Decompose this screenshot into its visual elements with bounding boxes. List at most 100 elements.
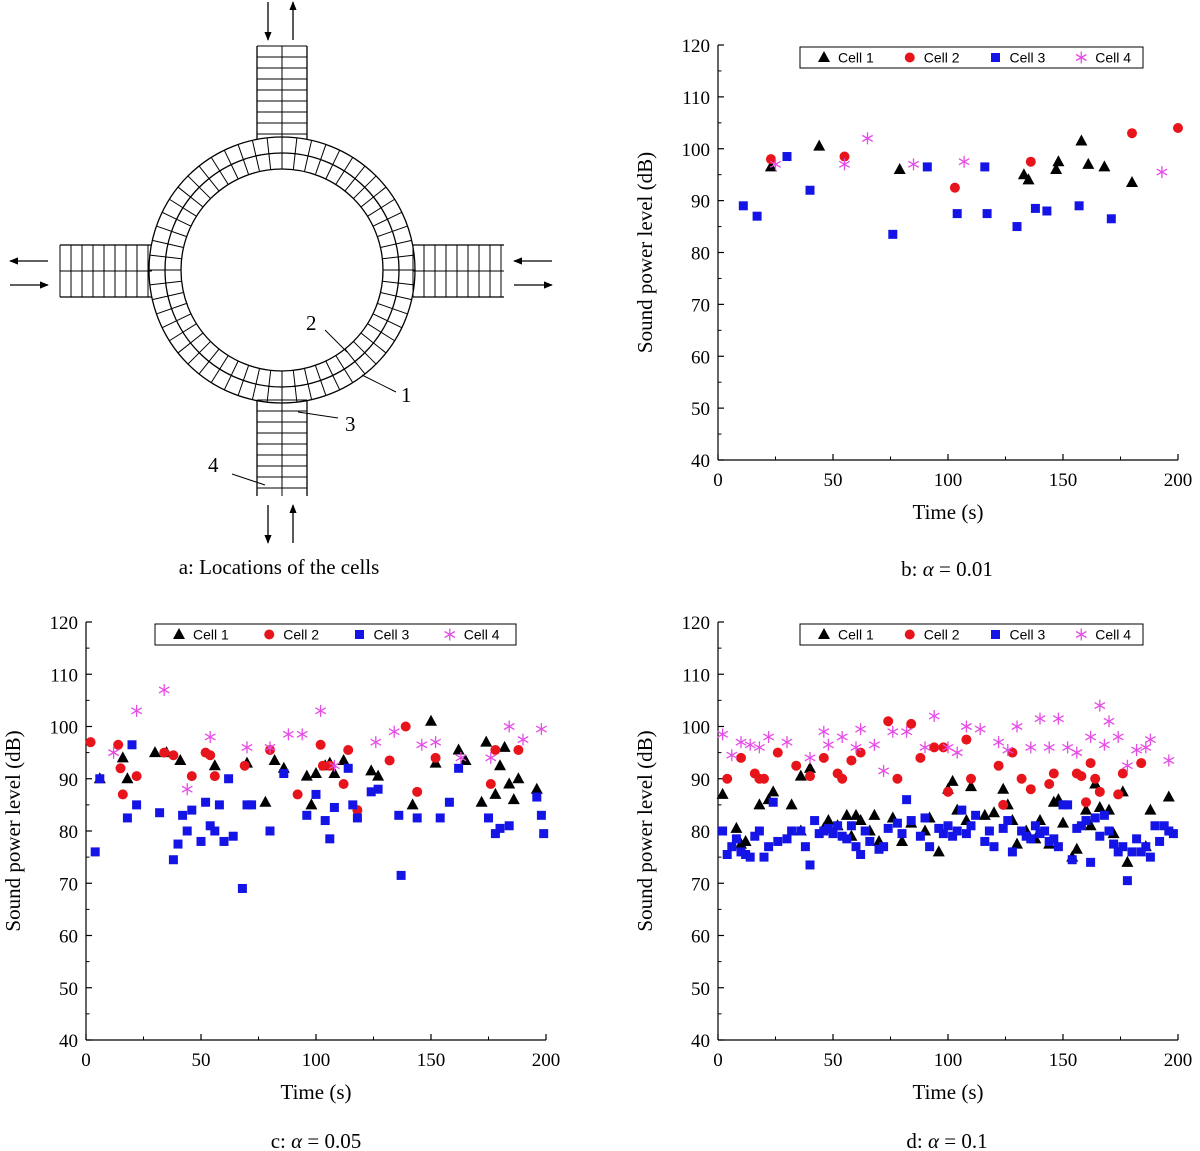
data-point <box>108 746 120 759</box>
data-point <box>1090 773 1101 784</box>
cell-label-4: 4 <box>208 453 219 477</box>
data-point <box>117 789 128 800</box>
data-point <box>1040 826 1050 836</box>
data-point <box>934 823 944 833</box>
data-point <box>507 793 520 805</box>
x-tick-label: 200 <box>1164 1050 1193 1071</box>
data-point <box>452 743 465 755</box>
series-cell-2 <box>722 716 1147 810</box>
data-point <box>178 810 188 820</box>
y-tick-label: 100 <box>682 718 711 739</box>
data-point <box>365 764 378 776</box>
data-point <box>498 740 511 752</box>
data-point <box>883 823 893 833</box>
data-point <box>752 211 762 221</box>
data-point <box>915 831 925 841</box>
data-point <box>980 162 990 172</box>
data-point <box>731 834 741 844</box>
data-point <box>943 786 953 797</box>
series-cell-3 <box>738 152 1116 239</box>
approach-roads <box>59 45 504 496</box>
data-point <box>1044 836 1054 846</box>
y-tick-label: 80 <box>691 822 710 843</box>
y-tick-label: 110 <box>682 665 710 686</box>
data-point <box>1075 134 1088 146</box>
data-point <box>805 185 815 195</box>
data-point <box>517 733 529 746</box>
data-point <box>300 769 313 781</box>
data-point <box>174 753 187 765</box>
data-point <box>400 721 411 732</box>
data-point <box>892 773 903 784</box>
data-point <box>1011 837 1023 849</box>
data-point <box>388 725 400 738</box>
cell-leader-lines <box>231 329 397 486</box>
data-point <box>1016 773 1027 784</box>
data-point <box>370 736 382 749</box>
data-point <box>946 774 959 786</box>
data-point <box>1103 715 1115 728</box>
data-point <box>804 761 816 773</box>
y-tick-label: 90 <box>691 770 710 791</box>
data-point <box>210 826 220 836</box>
data-point <box>242 800 252 810</box>
data-point <box>532 792 542 802</box>
x-tick-label: 0 <box>81 1050 91 1071</box>
data-point <box>494 759 506 771</box>
cell-number-labels: 1 2 3 4 <box>208 311 412 477</box>
data-point <box>791 760 802 771</box>
data-point <box>90 847 100 857</box>
cell-label-2: 2 <box>306 311 317 335</box>
y-tick-label: 60 <box>691 347 710 368</box>
caption-a: a: Locations of the cells <box>179 555 380 579</box>
data-point <box>974 723 986 736</box>
y-tick-label: 120 <box>682 36 711 57</box>
data-point <box>475 795 488 807</box>
x-tick-label: 50 <box>824 470 843 491</box>
data-point <box>1140 741 1152 754</box>
data-point <box>1044 778 1055 789</box>
data-point <box>348 800 358 810</box>
data-point <box>1112 730 1124 743</box>
data-point <box>856 850 866 860</box>
data-point <box>727 842 737 852</box>
data-point <box>787 826 797 836</box>
data-point <box>998 823 1008 833</box>
legend-marker <box>444 628 456 641</box>
data-point <box>855 747 866 758</box>
data-point <box>739 834 752 846</box>
data-point <box>224 774 234 784</box>
data-point <box>961 829 971 839</box>
data-point <box>1159 821 1169 831</box>
data-point <box>846 755 857 766</box>
data-point <box>1012 222 1022 232</box>
legend-marker <box>818 51 830 62</box>
data-point <box>782 834 792 844</box>
data-point <box>455 751 467 764</box>
data-point <box>854 814 867 826</box>
data-point <box>716 787 729 799</box>
legend-label: Cell 3 <box>374 627 410 643</box>
legend-label: Cell 1 <box>838 627 874 643</box>
data-point <box>485 751 497 764</box>
data-point <box>425 714 437 726</box>
data-point <box>1081 816 1091 826</box>
data-point <box>998 799 1009 810</box>
legend-marker <box>1075 51 1087 64</box>
data-point <box>722 850 732 860</box>
series-cell-3 <box>718 795 1178 886</box>
data-point <box>1121 855 1134 867</box>
y-tick-label: 40 <box>691 451 710 472</box>
data-point <box>772 747 783 758</box>
data-point <box>1052 155 1065 167</box>
data-point <box>239 760 250 771</box>
data-point <box>311 789 321 799</box>
data-point <box>837 773 848 784</box>
data-point <box>745 852 755 862</box>
data-point <box>228 831 238 841</box>
legend-label: Cell 2 <box>924 627 960 643</box>
data-point <box>186 771 197 782</box>
data-point <box>1118 842 1128 852</box>
x-tick-label: 100 <box>302 1050 331 1071</box>
data-point <box>343 763 353 773</box>
